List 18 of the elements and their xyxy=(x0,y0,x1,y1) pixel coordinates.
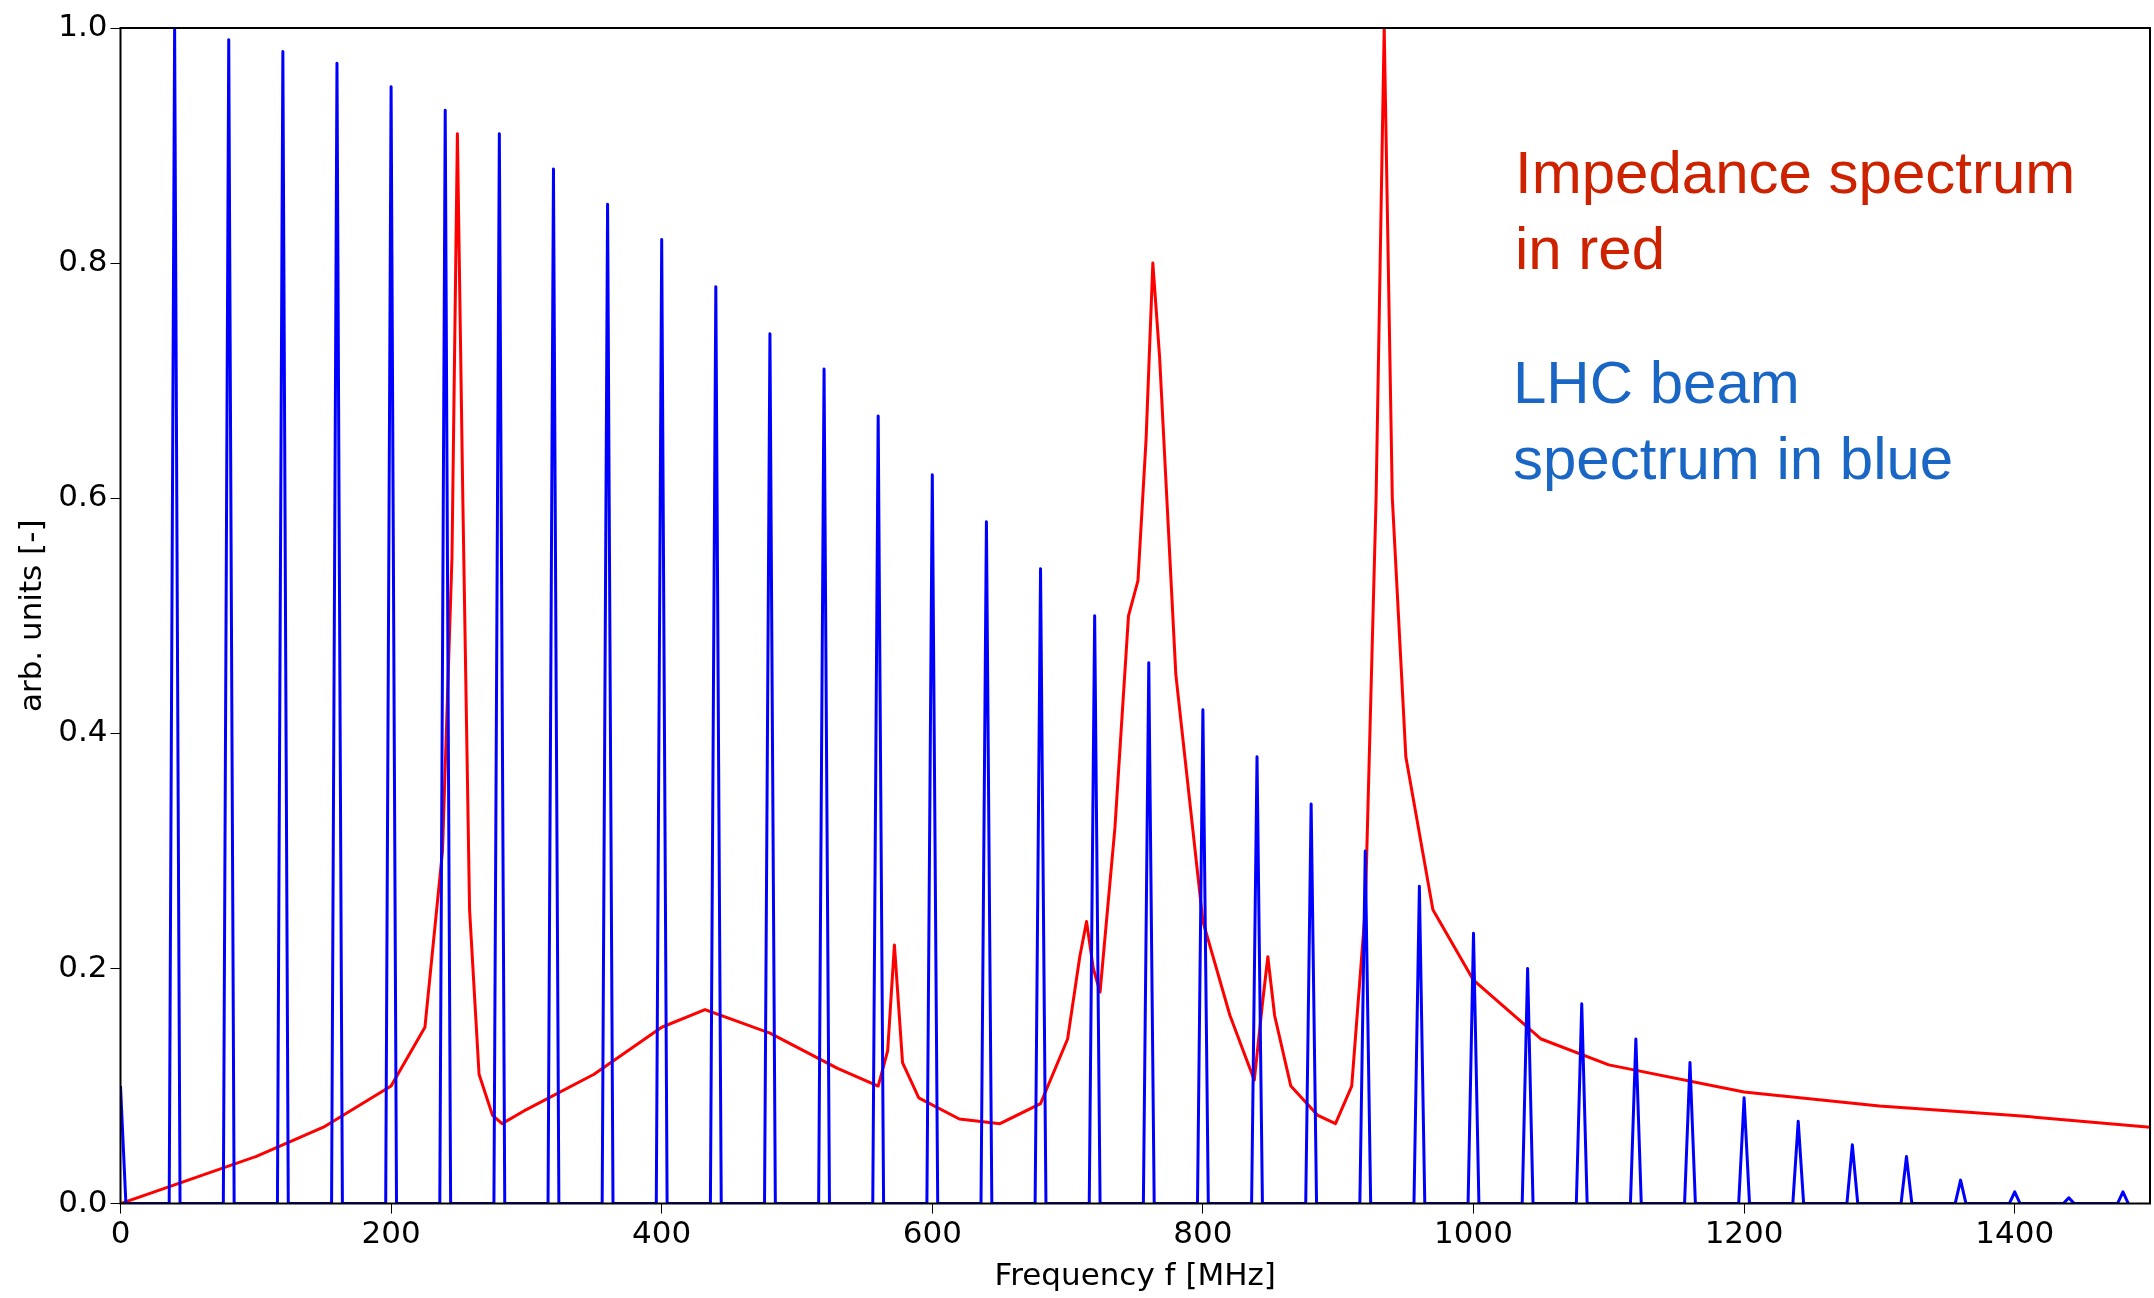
y-tick-label: 1.0 xyxy=(58,7,108,44)
y-tick-label: 0.2 xyxy=(58,947,108,984)
x-tick-label: 400 xyxy=(632,1214,692,1251)
x-tick-label: 0 xyxy=(110,1214,131,1251)
annotation: LHC beam spectrum in blue xyxy=(1513,348,1955,494)
x-tick-label: 1400 xyxy=(1975,1214,2055,1251)
y-tick-label: 0.6 xyxy=(58,477,108,514)
annotation: Impedance spectrum in red xyxy=(1515,138,2077,284)
y-tick-label: 0.0 xyxy=(58,1182,108,1219)
x-tick-label: 1200 xyxy=(1704,1214,1784,1251)
y-tick-label: 0.4 xyxy=(58,712,108,749)
x-tick-label: 1000 xyxy=(1434,1214,1513,1251)
y-axis-title: arb. units [-] xyxy=(11,519,48,713)
x-tick-label: 600 xyxy=(902,1214,962,1251)
x-axis-title: Frequency f [MHz] xyxy=(994,1256,1276,1293)
y-tick-label: 0.8 xyxy=(58,242,108,279)
x-tick-label: 800 xyxy=(1173,1214,1233,1251)
x-tick-label: 200 xyxy=(361,1214,421,1251)
